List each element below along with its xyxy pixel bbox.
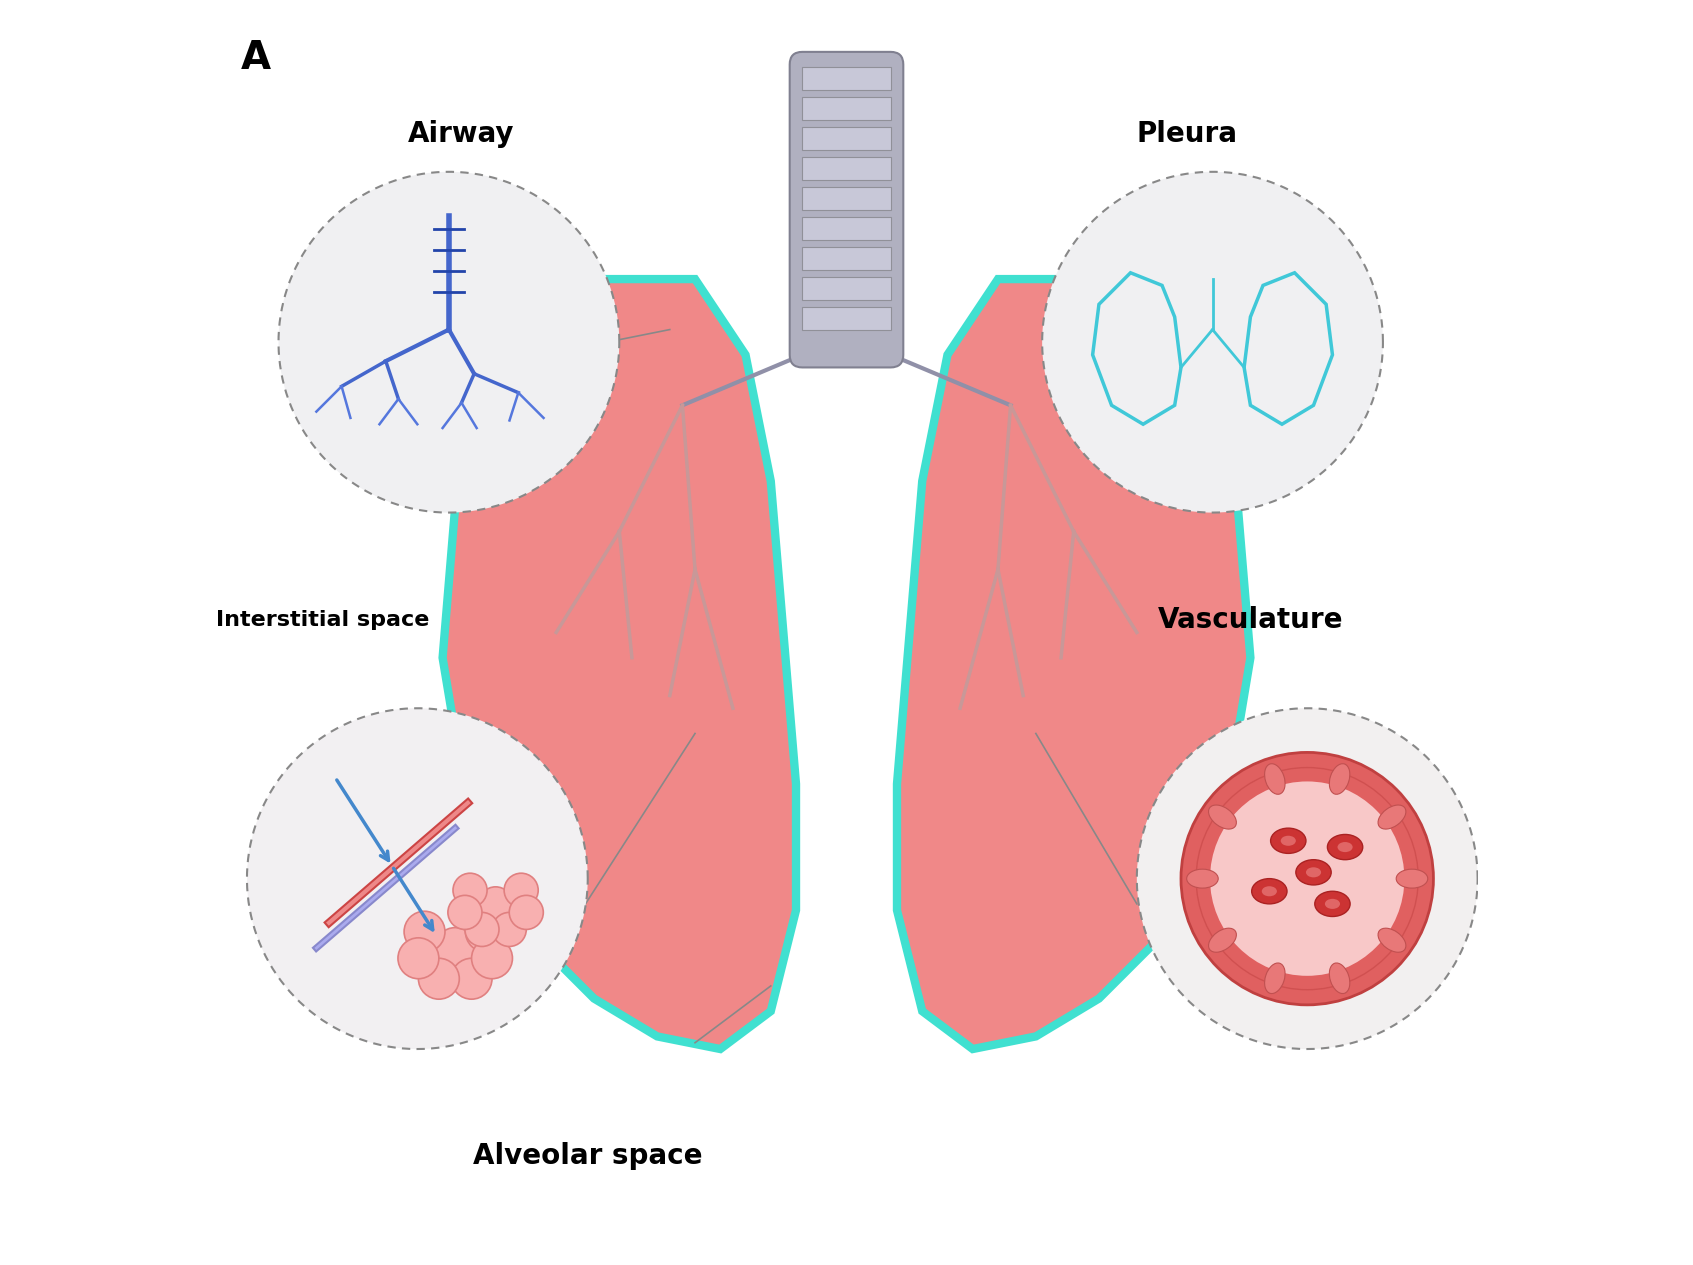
Ellipse shape bbox=[1295, 860, 1331, 885]
Ellipse shape bbox=[1378, 929, 1405, 953]
Text: Vasculature: Vasculature bbox=[1158, 606, 1343, 634]
Bar bbox=[802, 157, 891, 180]
Circle shape bbox=[1043, 172, 1383, 512]
Circle shape bbox=[435, 927, 476, 969]
Circle shape bbox=[510, 896, 543, 930]
Bar bbox=[802, 126, 891, 149]
Circle shape bbox=[1210, 782, 1405, 975]
Text: Pleura: Pleura bbox=[1136, 120, 1238, 148]
Bar bbox=[802, 247, 891, 269]
Ellipse shape bbox=[1337, 842, 1353, 853]
Circle shape bbox=[466, 911, 506, 953]
Ellipse shape bbox=[1251, 879, 1287, 904]
Ellipse shape bbox=[1261, 887, 1277, 897]
Text: Interstitial space: Interstitial space bbox=[217, 610, 430, 630]
Circle shape bbox=[472, 937, 513, 979]
Circle shape bbox=[479, 887, 513, 921]
Ellipse shape bbox=[1326, 899, 1341, 910]
Circle shape bbox=[449, 896, 483, 930]
Bar bbox=[802, 187, 891, 210]
Text: Airway: Airway bbox=[408, 120, 515, 148]
Ellipse shape bbox=[1187, 869, 1219, 888]
Ellipse shape bbox=[1305, 868, 1321, 878]
Ellipse shape bbox=[1329, 764, 1349, 794]
Circle shape bbox=[505, 873, 538, 907]
Text: A: A bbox=[240, 39, 271, 77]
Circle shape bbox=[1136, 708, 1478, 1049]
Circle shape bbox=[454, 873, 488, 907]
FancyBboxPatch shape bbox=[789, 52, 904, 367]
Circle shape bbox=[247, 708, 587, 1049]
Ellipse shape bbox=[1329, 963, 1349, 993]
Circle shape bbox=[398, 937, 438, 979]
Ellipse shape bbox=[1315, 892, 1349, 917]
Ellipse shape bbox=[1280, 836, 1295, 846]
Bar bbox=[802, 67, 891, 90]
Bar bbox=[802, 97, 891, 120]
Circle shape bbox=[450, 959, 493, 999]
Circle shape bbox=[418, 959, 459, 999]
Circle shape bbox=[279, 172, 620, 512]
Ellipse shape bbox=[1265, 764, 1285, 794]
Ellipse shape bbox=[1271, 829, 1305, 854]
Circle shape bbox=[405, 911, 445, 953]
Ellipse shape bbox=[1397, 869, 1427, 888]
Ellipse shape bbox=[1209, 929, 1236, 953]
Ellipse shape bbox=[1265, 963, 1285, 993]
Bar bbox=[802, 307, 891, 330]
Circle shape bbox=[466, 912, 499, 946]
Text: Alveolar space: Alveolar space bbox=[472, 1142, 703, 1170]
Ellipse shape bbox=[1378, 805, 1405, 829]
Ellipse shape bbox=[1327, 835, 1363, 860]
Bar bbox=[802, 216, 891, 239]
Bar bbox=[802, 277, 891, 300]
Circle shape bbox=[1182, 753, 1434, 1004]
Polygon shape bbox=[897, 280, 1251, 1049]
Ellipse shape bbox=[1209, 805, 1236, 829]
Circle shape bbox=[493, 912, 527, 946]
Polygon shape bbox=[442, 280, 796, 1049]
